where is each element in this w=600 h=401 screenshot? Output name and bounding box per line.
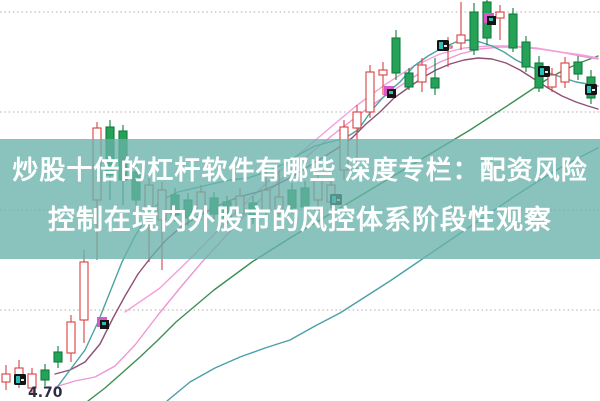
headline-line-1: 炒股十倍的杠杆软件有哪些 深度专栏：配资风险 [12, 155, 587, 185]
candle-up [456, 34, 466, 44]
candle-down [508, 13, 518, 49]
candle-down [573, 61, 583, 75]
candle-up [66, 321, 76, 354]
candle-up [1, 373, 11, 383]
trade-marker-magenta [384, 86, 396, 98]
candle-down [391, 37, 401, 74]
candle-up [365, 71, 375, 113]
headline-band [0, 139, 600, 259]
candle-up [417, 64, 427, 83]
trade-marker-dark [437, 40, 449, 51]
candle-up [560, 62, 570, 83]
candle-up [547, 74, 557, 88]
candle-down [40, 369, 50, 381]
headline-line-2: 控制在境内外股市的风控体系阶段性观察 [48, 204, 552, 235]
candle-up [79, 261, 89, 321]
trade-marker-magenta [484, 13, 496, 25]
candle-down [404, 72, 414, 88]
candle-down [53, 351, 63, 363]
candle-down [521, 41, 531, 68]
trade-marker-dark [538, 66, 550, 77]
trade-marker-dark [14, 374, 26, 385]
candle-down [430, 77, 440, 89]
candle-up [495, 11, 505, 19]
candle-up [352, 111, 362, 129]
price-label: 4.70 [28, 385, 63, 401]
trade-markers [14, 13, 597, 385]
candle-down [469, 11, 479, 51]
candle-up [378, 69, 388, 76]
candle-up [27, 373, 37, 389]
trade-marker-magenta [97, 317, 109, 329]
trade-marker-dark [585, 84, 597, 95]
